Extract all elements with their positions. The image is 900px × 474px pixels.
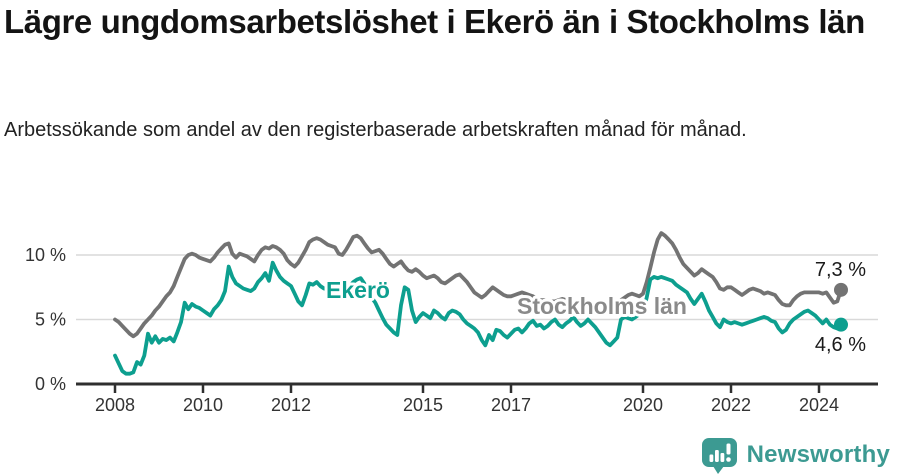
chart-plot-area: 0 % 5 % 10 % 2008 2010 2012 2015 2017 2020 2022 20… (25, 231, 878, 415)
x-axis-tick-label: 2010 (183, 395, 223, 415)
chart-subtitle: Arbetssökande som andel av den registerb… (4, 119, 747, 141)
ekero-end-dot (833, 317, 848, 332)
ekero-line (113, 260, 843, 376)
series-label-ekero: Ekerö (326, 277, 390, 303)
line-chart: 0 % 5 % 10 % 2008 2010 2012 2015 2017 2020 2022 20… (25, 231, 878, 415)
stockholm-line (113, 231, 843, 339)
x-axis-tick-label: 2008 (95, 395, 135, 415)
end-value-label-stockholm: 7,3 % (815, 259, 866, 281)
x-axis-tick-label: 2022 (711, 395, 751, 415)
x-axis-tick-label: 2015 (403, 395, 443, 415)
x-axis-tick-label: 2017 (491, 395, 531, 415)
y-axis-tick-label: 0 % (35, 374, 66, 394)
brand-footer: Newsworthy (701, 438, 890, 474)
end-value-label-ekero: 4,6 % (815, 334, 866, 356)
series-label-stockholm: Stockholms län (517, 293, 687, 319)
chart-title: Lägre ungdomsarbetslöshet i Ekerö än i S… (4, 3, 865, 40)
newsworthy-logo-icon (701, 438, 737, 474)
stockholm-end-dot (833, 282, 848, 297)
x-axis-tick-label: 2012 (271, 395, 311, 415)
x-axis-tick-label: 2024 (799, 395, 839, 415)
newsworthy-wordmark: Newsworthy (746, 441, 890, 468)
x-axis-tick-label: 2020 (623, 395, 663, 415)
y-axis-tick-label: 10 % (25, 245, 66, 265)
y-axis-tick-label: 5 % (35, 310, 66, 330)
